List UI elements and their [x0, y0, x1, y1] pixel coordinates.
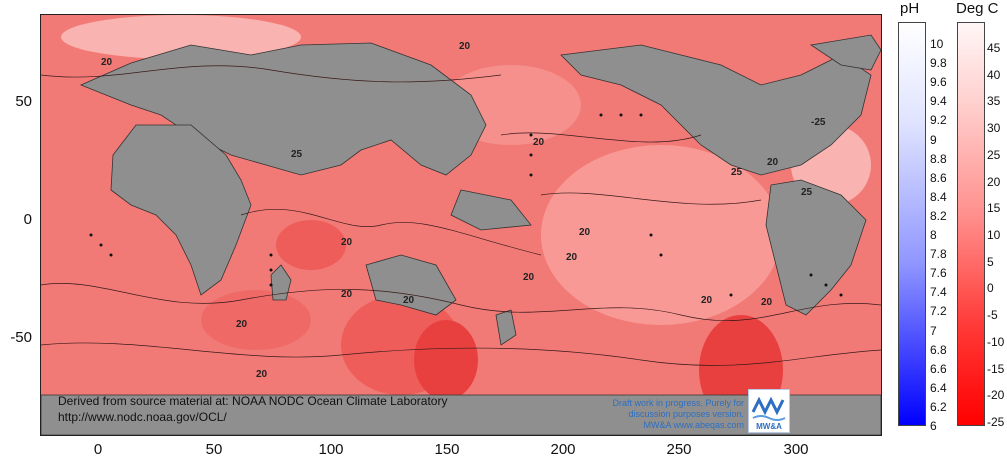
- draft-website: MW&A www.abeqas.com: [643, 420, 744, 430]
- contour-label: 20: [341, 289, 353, 300]
- contour-label: 20: [761, 297, 773, 308]
- contour-lines: [41, 65, 881, 366]
- contour-label: 20: [767, 157, 779, 168]
- x-tick-label: 300: [783, 441, 809, 458]
- ph-tick-label: 7.6: [930, 266, 947, 281]
- temperature-scale-title: Deg C: [956, 0, 999, 17]
- ph-tick-label: 8.2: [930, 208, 947, 223]
- x-tick-label: 0: [93, 441, 103, 458]
- australia-landmass: [365, 254, 457, 316]
- draft-text: discussion purposes version.: [628, 409, 744, 419]
- x-tick-label: 150: [434, 441, 460, 458]
- land-masses: [41, 34, 881, 435]
- contour-label: 25: [801, 187, 813, 198]
- map-plot-area: 20 20 20 20 25 20 20 20 20 20 20 20 -25 …: [40, 14, 882, 436]
- ph-tick-label: 7: [930, 323, 937, 338]
- temperature-tick-label: 45: [987, 41, 1001, 55]
- temperature-colorbar: [957, 22, 985, 426]
- ph-tick-label: 6.6: [930, 361, 947, 376]
- south-america-landmass: [765, 179, 867, 316]
- temperature-tick-label: -20: [987, 388, 1005, 403]
- contour-label: 25: [291, 149, 303, 160]
- temperature-tick-label: 15: [987, 201, 1001, 216]
- temperature-tick-label: -25: [987, 415, 1005, 429]
- station-markers: [89, 113, 843, 297]
- ph-tick-label: 7.2: [930, 304, 947, 319]
- temperature-tick-label: -15: [987, 361, 1005, 376]
- antarctica-landmass: [41, 394, 881, 435]
- ph-tick-label: 6.4: [930, 380, 947, 395]
- source-text: Derived from source material at: NOAA NO…: [58, 394, 448, 408]
- ph-tick-label: 9: [930, 132, 937, 147]
- x-tick-label: 100: [318, 441, 344, 458]
- mwa-logo: MW&A: [748, 389, 790, 433]
- draft-text: Draft work in progress. Purely for: [612, 398, 744, 408]
- contour-label: 20: [459, 41, 471, 52]
- temperature-tick-label: 10: [987, 228, 1001, 242]
- draft-notice: Draft work in progress. Purely for discu…: [598, 398, 744, 431]
- contour-label: 20: [403, 295, 415, 306]
- africa-landmass: [110, 124, 252, 296]
- contour-label: 20: [236, 319, 248, 330]
- temperature-tick-label: -10: [987, 334, 1005, 349]
- contour-label: 25: [731, 167, 743, 178]
- contour-label-group: 20 20 20 20 25 20 20 20 20 20 20 20 -25 …: [101, 41, 826, 380]
- contour-label: 20: [256, 369, 268, 380]
- contour-label: 20: [579, 227, 591, 238]
- world-map: 20 20 20 20 25 20 20 20 20 20 20 20 -25 …: [41, 15, 881, 435]
- indonesia-islands: [450, 189, 532, 231]
- ph-tick-label: 9.2: [930, 113, 947, 128]
- ph-tick-label: 7.4: [930, 285, 947, 300]
- contour-label: 20: [701, 295, 713, 306]
- temperature-tick-label: 25: [987, 147, 1001, 162]
- contour-label: 20: [523, 272, 535, 283]
- contour-label: -25: [811, 117, 826, 128]
- temperature-tick-label: -5: [987, 308, 998, 323]
- contour-label: 20: [341, 237, 353, 248]
- temperature-tick-label: 20: [987, 174, 1001, 189]
- wave-logo-icon: MW&A: [751, 396, 786, 431]
- ph-colorbar: [898, 22, 926, 426]
- logo-text: MW&A: [756, 422, 782, 431]
- temperature-tick-label: 30: [987, 121, 1001, 136]
- ph-tick-label: 8.8: [930, 151, 947, 166]
- greenland-landmass: [809, 34, 881, 71]
- ph-tick-label: 6.8: [930, 342, 947, 357]
- contour-label: 20: [101, 57, 113, 68]
- y-tick-label: -50: [10, 329, 32, 346]
- y-tick-label: 50: [15, 93, 32, 110]
- ph-tick-label: 7.8: [930, 247, 947, 262]
- ph-tick-label: 8.6: [930, 170, 947, 185]
- contour-label: 20: [533, 137, 545, 148]
- temperature-tick-label: 5: [987, 254, 994, 269]
- x-tick-label: 50: [205, 441, 223, 458]
- x-tick-label: 200: [550, 441, 576, 458]
- ph-tick-label: 9.8: [930, 56, 947, 71]
- contour-label: 20: [566, 252, 578, 263]
- ph-tick-label: 9.4: [930, 94, 947, 109]
- ph-tick-label: 8.4: [930, 189, 947, 204]
- ph-tick-label: 6: [930, 419, 937, 433]
- source-attribution: Derived from source material at: NOAA NO…: [58, 393, 447, 425]
- ph-tick-label: 8: [930, 228, 937, 242]
- ph-tick-label: 6.2: [930, 399, 947, 414]
- x-tick-label: 250: [666, 441, 692, 458]
- source-url: http://www.nodc.noaa.gov/OCL/: [58, 410, 227, 424]
- temperature-tick-label: 35: [987, 94, 1001, 109]
- temperature-tick-label: 0: [987, 281, 994, 296]
- temperature-tick-label: 40: [987, 67, 1001, 82]
- madagascar-landmass: [270, 264, 292, 301]
- ph-tick-label: 9.6: [930, 75, 947, 90]
- ph-scale-title: pH: [900, 0, 920, 17]
- y-tick-label: 0: [23, 211, 32, 228]
- north-america-landmass: [560, 44, 872, 176]
- ph-tick-label: 10: [930, 37, 944, 51]
